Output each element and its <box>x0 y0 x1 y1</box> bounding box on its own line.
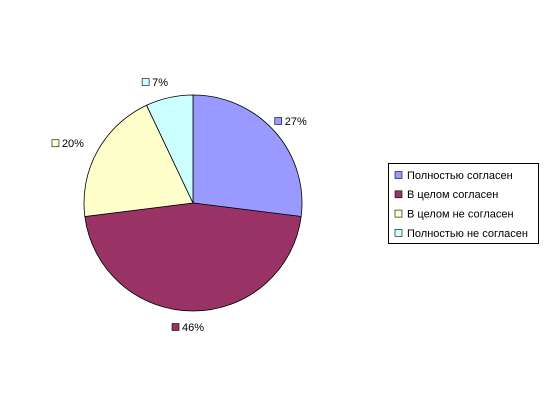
data-label-swatch <box>274 117 283 125</box>
data-label-swatch <box>171 323 180 331</box>
data-label-swatch <box>51 139 60 148</box>
pie-slice <box>84 202 302 312</box>
legend-swatch <box>394 190 403 199</box>
legend-box <box>388 163 539 244</box>
data-label: 20% <box>62 138 84 150</box>
legend-label: В целом согласен <box>407 189 498 201</box>
data-label-swatch <box>141 78 150 86</box>
legend-swatch <box>394 171 403 179</box>
pie-slice <box>83 104 194 217</box>
data-label: 46% <box>182 322 204 334</box>
data-label: 27% <box>285 116 307 128</box>
legend-label: Полностью согласен <box>407 170 513 182</box>
pie-slice <box>146 94 194 204</box>
legend-label: Полностью не согласен <box>407 228 528 240</box>
pie-slice <box>192 94 303 217</box>
legend-swatch <box>394 229 403 237</box>
legend-label: В целом не согласен <box>407 209 514 221</box>
legend-swatch <box>394 209 403 218</box>
data-label: 7% <box>152 77 168 89</box>
